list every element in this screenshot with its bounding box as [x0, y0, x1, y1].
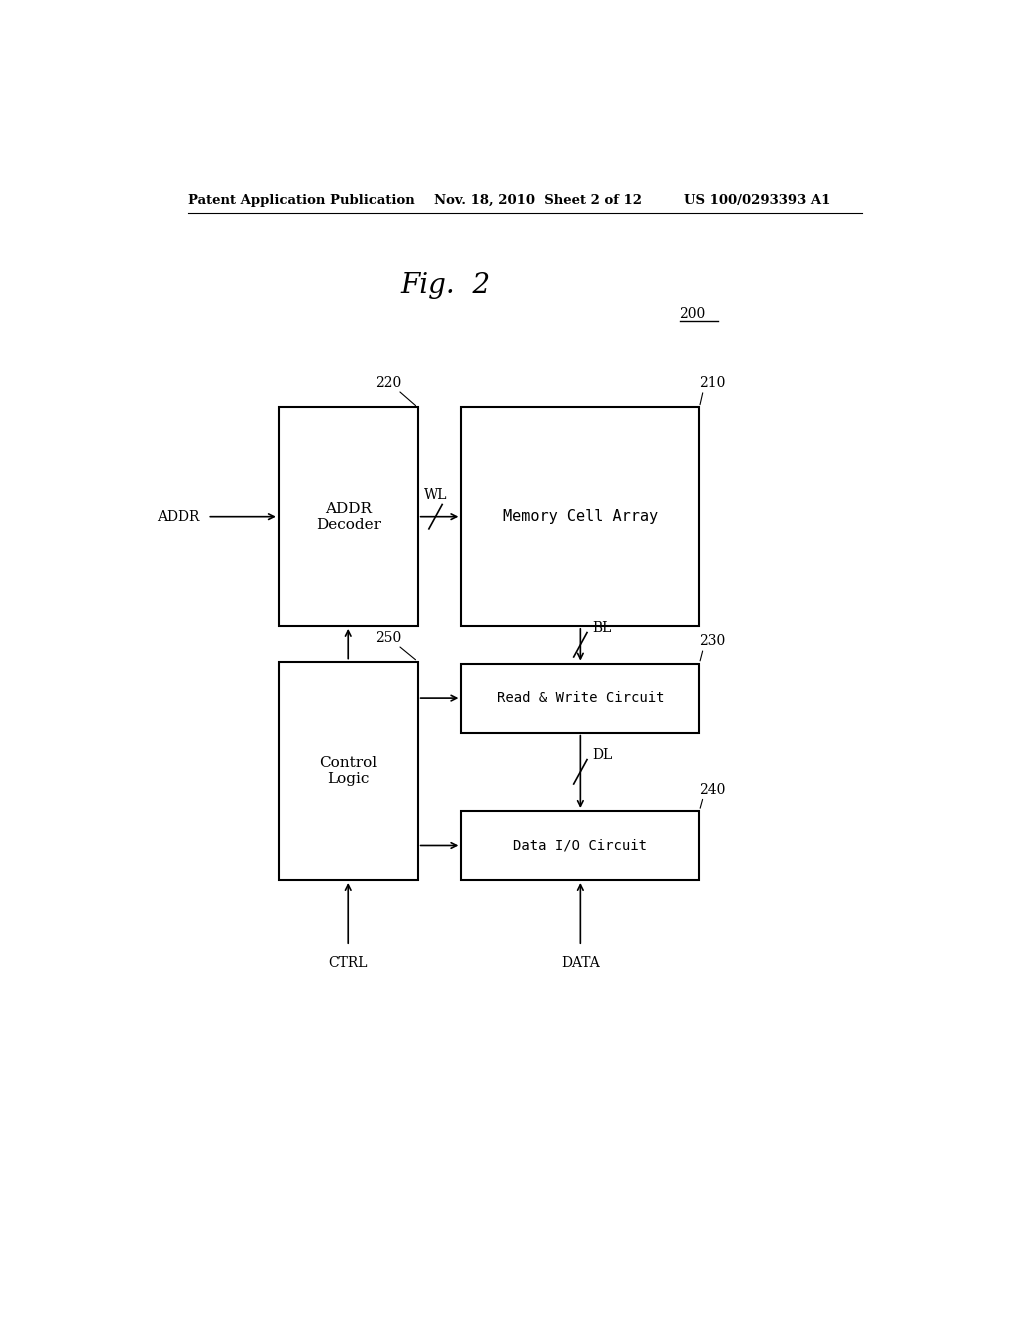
Text: ADDR
Decoder: ADDR Decoder [315, 502, 381, 532]
Text: Data I/O Circuit: Data I/O Circuit [513, 838, 647, 853]
Text: 240: 240 [699, 783, 726, 797]
Bar [461, 408, 699, 626]
Text: 200: 200 [680, 308, 706, 321]
Text: US 100/0293393 A1: US 100/0293393 A1 [684, 194, 829, 207]
Text: Fig.  2: Fig. 2 [400, 272, 490, 298]
Text: Read & Write Circuit: Read & Write Circuit [497, 692, 665, 705]
Text: 210: 210 [699, 376, 726, 391]
Text: Nov. 18, 2010  Sheet 2 of 12: Nov. 18, 2010 Sheet 2 of 12 [433, 194, 641, 207]
Text: 250: 250 [376, 631, 401, 645]
Text: Control
Logic: Control Logic [319, 755, 377, 785]
Text: DATA: DATA [561, 956, 600, 970]
Text: WL: WL [424, 488, 447, 503]
Bar [279, 408, 418, 626]
Text: Memory Cell Array: Memory Cell Array [503, 510, 657, 524]
Bar [461, 810, 699, 880]
Text: 230: 230 [699, 635, 726, 648]
Text: Patent Application Publication: Patent Application Publication [187, 194, 415, 207]
Text: CTRL: CTRL [329, 956, 368, 970]
Text: ADDR: ADDR [157, 510, 200, 524]
Text: 220: 220 [376, 376, 401, 391]
Bar [461, 664, 699, 733]
Bar [279, 661, 418, 880]
Text: DL: DL [592, 747, 612, 762]
Text: BL: BL [592, 620, 611, 635]
